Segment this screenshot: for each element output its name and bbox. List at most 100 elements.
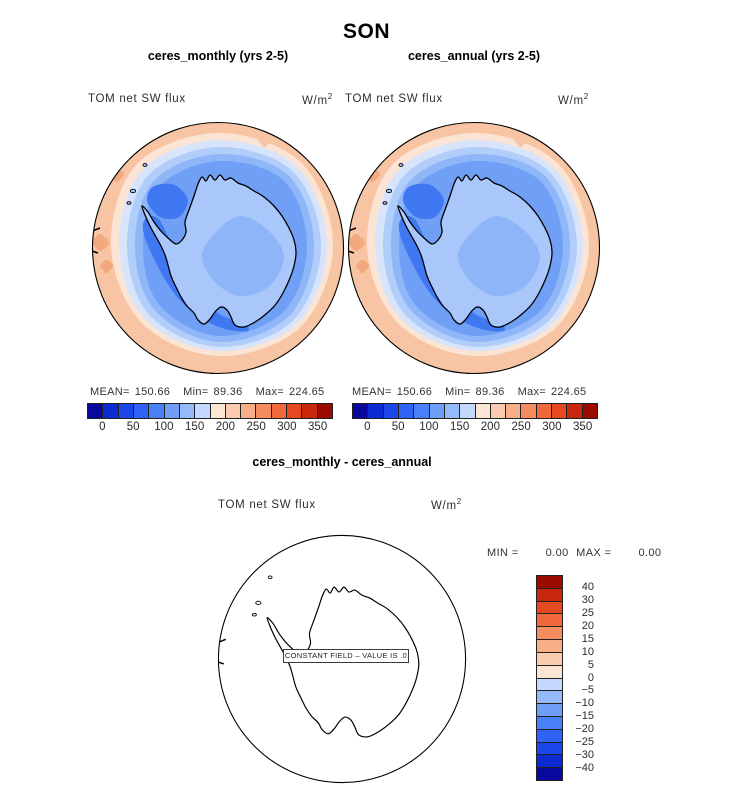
colorbar-segment bbox=[413, 404, 429, 418]
diff-min-value: 0.00 bbox=[545, 547, 569, 559]
diff-colorbar-tick: −40 bbox=[575, 761, 594, 774]
units-base: W/m bbox=[302, 94, 328, 107]
mean-value: 150.66 bbox=[396, 386, 433, 398]
diff-colorbar-tick: 10 bbox=[581, 645, 594, 658]
diff-colorbar-tick: 0 bbox=[587, 671, 594, 684]
colorbar-segment bbox=[117, 404, 133, 418]
constant-field-note: CONSTANT FIELD – VALUE IS .0 bbox=[283, 649, 409, 663]
colorbar-tick: 200 bbox=[215, 421, 235, 433]
field-label-monthly: TOM net SW flux bbox=[88, 93, 186, 105]
colorbar-segment bbox=[270, 404, 287, 418]
colorbar-segment bbox=[224, 404, 241, 418]
field-label-difference: TOM net SW flux bbox=[218, 499, 316, 511]
colorbar-segment bbox=[163, 404, 179, 418]
diff-colorbar-tick: 20 bbox=[581, 620, 594, 632]
units-base: W/m bbox=[431, 499, 457, 512]
units-exponent: 2 bbox=[327, 92, 333, 101]
colorbar-segment bbox=[489, 404, 506, 418]
diff-colorbar-segment bbox=[537, 626, 562, 640]
diff-colorbar-segment bbox=[537, 587, 562, 601]
colorbar-segment bbox=[148, 404, 164, 418]
colorbar-tick: 150 bbox=[185, 421, 205, 433]
colorbar-segment bbox=[459, 404, 475, 418]
colorbar-tick: 0 bbox=[99, 421, 106, 433]
panel-title-difference: ceres_monthly - ceres_annual bbox=[252, 455, 432, 469]
diff-colorbar-tick: −30 bbox=[575, 748, 594, 761]
max-value: 224.65 bbox=[288, 386, 325, 398]
colorbar-segment bbox=[88, 404, 103, 418]
diff-colorbar-segment bbox=[537, 728, 562, 742]
colorbar-tick: 300 bbox=[542, 421, 562, 433]
diff-colorbar-segment bbox=[537, 664, 562, 678]
diff-colorbar-segment bbox=[537, 576, 562, 588]
panel-title-annual: ceres_annual (yrs 2-5) bbox=[407, 49, 540, 63]
diff-max-value: 0.00 bbox=[638, 547, 662, 559]
stats-row-monthly: MEAN= 150.66 Min= 89.36 Max= 224.65 bbox=[90, 386, 324, 398]
colorbar-tick: 0 bbox=[364, 421, 371, 433]
colorbar-tick: 50 bbox=[126, 421, 140, 433]
colorbar-tick: 100 bbox=[419, 421, 439, 433]
colorbar-tick: 350 bbox=[573, 421, 593, 433]
diff-colorbar-tick: 30 bbox=[581, 594, 594, 607]
colorbar-tick: 50 bbox=[391, 421, 405, 433]
mean-label: MEAN= bbox=[352, 386, 392, 398]
stats-row-annual: MEAN= 150.66 Min= 89.36 Max= 224.65 bbox=[352, 386, 586, 398]
max-value: 224.65 bbox=[550, 386, 587, 398]
colorbar-tick: 300 bbox=[277, 421, 297, 433]
min-label: Min= bbox=[183, 386, 209, 398]
colorbar-segment bbox=[209, 404, 225, 418]
colorbar-segment bbox=[316, 404, 332, 418]
diff-colorbar-labels: 40 30 25 20 15 10 5 0 −5 −10 −15 −20 −25 −30 −40 bbox=[564, 575, 598, 781]
field-label-annual: TOM net SW flux bbox=[345, 93, 443, 105]
diff-colorbar-segment bbox=[537, 767, 562, 780]
colorbar-segment bbox=[581, 404, 597, 418]
colorbar-segment bbox=[178, 404, 195, 418]
max-label: Max= bbox=[255, 386, 284, 398]
diff-colorbar-tick: −20 bbox=[575, 723, 594, 735]
flux-colorbar-ticks-annual: 0 50 100 150 200 250 300 350 bbox=[352, 421, 598, 435]
diff-colorbar-segment bbox=[537, 677, 562, 691]
season-title: SON bbox=[342, 20, 390, 43]
colorbar-segment bbox=[520, 404, 536, 418]
flux-colorbar-annual bbox=[352, 403, 598, 419]
colorbar-segment bbox=[286, 404, 302, 418]
units-exponent: 2 bbox=[456, 497, 462, 506]
diff-minmax-row: MIN = 0.00 MAX = 0.00 bbox=[487, 547, 661, 559]
south-polar-map-monthly bbox=[88, 118, 348, 378]
flux-colorbar-ticks-monthly: 0 50 100 150 200 250 300 350 bbox=[87, 421, 333, 435]
units-exponent: 2 bbox=[583, 92, 589, 101]
units-label-monthly: W/m2 bbox=[302, 92, 332, 107]
colorbar-segment bbox=[255, 404, 271, 418]
colorbar-segment bbox=[566, 404, 582, 418]
colorbar-segment bbox=[443, 404, 460, 418]
colorbar-segment bbox=[535, 404, 552, 418]
diff-colorbar-segment bbox=[537, 690, 562, 704]
diff-colorbar-segment bbox=[537, 741, 562, 755]
colorbar-segment bbox=[194, 404, 210, 418]
diff-colorbar-segment bbox=[537, 613, 562, 627]
colorbar-segment bbox=[367, 404, 383, 418]
diff-colorbar-tick: 5 bbox=[587, 658, 594, 671]
colorbar-segment bbox=[301, 404, 317, 418]
colorbar-segment bbox=[505, 404, 521, 418]
colorbar-segment bbox=[382, 404, 398, 418]
mean-value: 150.66 bbox=[134, 386, 171, 398]
units-label-annual: W/m2 bbox=[558, 92, 588, 107]
units-label-difference: W/m2 bbox=[431, 497, 461, 512]
south-polar-map-annual bbox=[344, 118, 604, 378]
colorbar-segment bbox=[474, 404, 490, 418]
colorbar-tick: 200 bbox=[480, 421, 500, 433]
colorbar-segment bbox=[132, 404, 149, 418]
colorbar-segment bbox=[551, 404, 567, 418]
diff-colorbar-tick: −5 bbox=[581, 684, 594, 697]
colorbar-segment bbox=[240, 404, 256, 418]
colorbar-tick: 250 bbox=[246, 421, 266, 433]
mean-label: MEAN= bbox=[90, 386, 130, 398]
colorbar-tick: 150 bbox=[450, 421, 470, 433]
min-value: 89.36 bbox=[213, 386, 243, 398]
colorbar-tick: 250 bbox=[511, 421, 531, 433]
diff-colorbar-tick: 40 bbox=[581, 581, 594, 594]
diff-colorbar-tick: 15 bbox=[581, 632, 594, 645]
diff-colorbar-tick: −10 bbox=[575, 697, 594, 710]
